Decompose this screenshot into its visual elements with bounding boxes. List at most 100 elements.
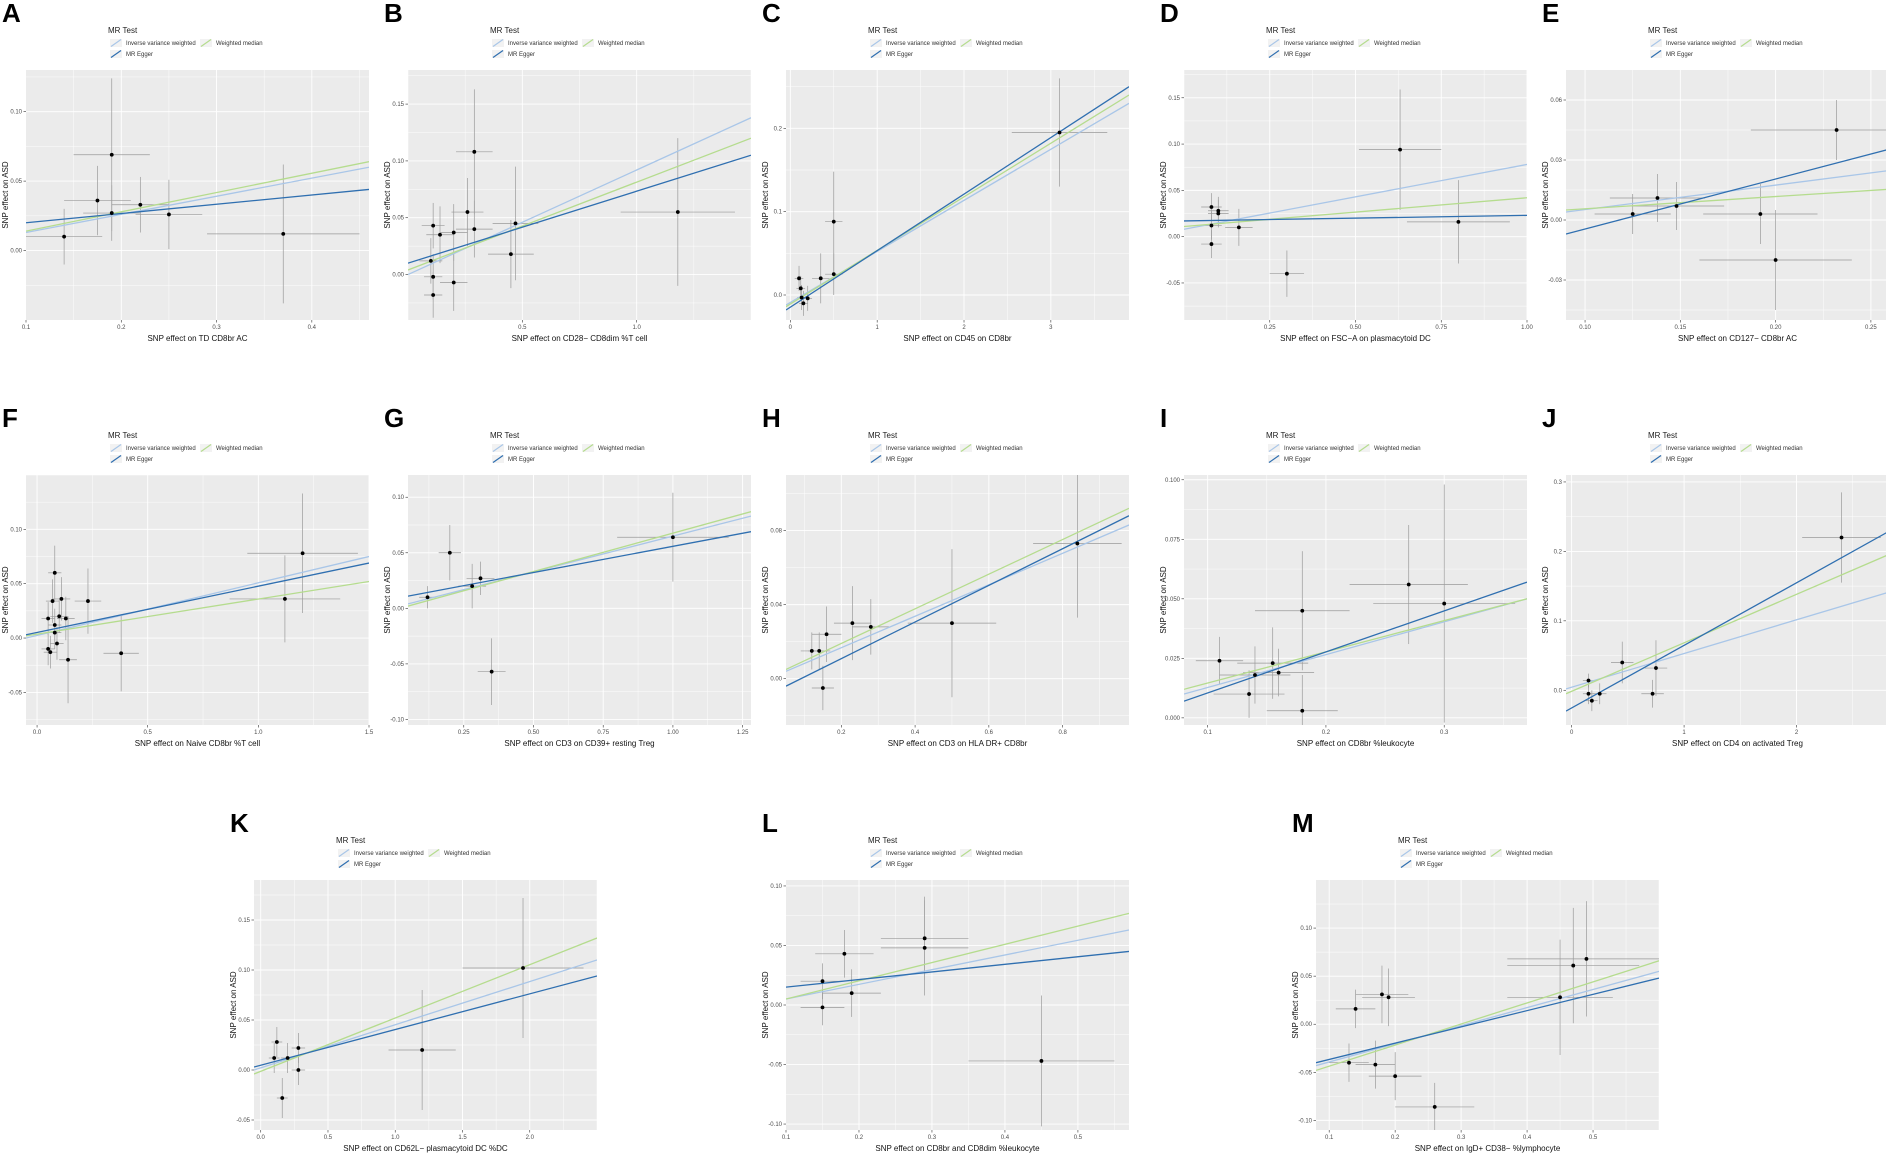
y-ticks: -0.05 0.00 0.05 0.10 0.15	[236, 918, 254, 1124]
y-ticks: -0.05 0.00 0.05 0.10 0.15	[1166, 96, 1184, 287]
legend-label: Weighted median	[1756, 41, 1803, 47]
line-inverse-variance-weighted	[26, 555, 369, 639]
x-tick-label: 0.50	[528, 730, 540, 736]
legend-key-line	[870, 39, 882, 47]
y-tick-label: 0.00	[1300, 1022, 1312, 1028]
data-point	[59, 597, 64, 601]
data-point	[801, 301, 806, 306]
data-point	[1406, 582, 1411, 587]
legend-item: Inverse variance weighted	[492, 39, 578, 47]
data-point	[63, 616, 68, 621]
data-point	[1209, 205, 1214, 209]
data-point	[820, 1005, 825, 1010]
line-mr-egger	[1184, 581, 1527, 702]
x-tick-label: 0.3	[928, 1135, 937, 1141]
data-point	[850, 621, 855, 626]
y-tick-label: -0.05	[1166, 281, 1180, 287]
data-point	[509, 252, 513, 256]
data-point	[1247, 692, 1251, 696]
y-ticks: 0.00 0.05 0.10 0.15	[392, 102, 408, 279]
legend-key-line	[1490, 849, 1502, 857]
panel-c: C MR Test Inverse variance weighted Weighte…	[760, 0, 1136, 350]
x-axis-title: SNP effect on CD8br and CD8dim %leukocyt…	[875, 1144, 1040, 1153]
line-mr-egger	[1316, 977, 1659, 1064]
legend-item: MR Egger	[492, 50, 535, 58]
data-point	[1393, 1074, 1398, 1079]
legend-label: Inverse variance weighted	[1416, 851, 1486, 857]
chart-svg-c: C MR Test Inverse variance weighted Weighte…	[761, 0, 1129, 343]
data-point	[1834, 128, 1839, 132]
data-point	[431, 293, 436, 297]
y-tick-label: 0.05	[392, 216, 404, 222]
legend-label: MR Egger	[1284, 52, 1311, 58]
panel-letter: F	[2, 405, 18, 433]
y-tick-label: 0.10	[1168, 142, 1180, 148]
legend-item: Inverse variance weighted	[1650, 39, 1736, 47]
y-axis-title: SNP effect on ASD	[383, 161, 392, 229]
panel-letter: E	[1542, 0, 1559, 28]
panel-letter: M	[1292, 810, 1314, 838]
x-tick-label: 1.00	[1521, 325, 1533, 331]
legend-key-line	[960, 444, 972, 452]
y-tick-label: 0.050	[1165, 597, 1181, 603]
x-axis-title: SNP effect on CD8br %leukocyte	[1297, 739, 1415, 748]
data-point	[285, 1056, 290, 1060]
x-tick-label: 1.0	[391, 1135, 400, 1141]
x-tick-label: 0.25	[1865, 325, 1877, 331]
data-points	[797, 130, 1062, 306]
panel-l: L MR Test Inverse variance weighted Weighte…	[760, 810, 1136, 1160]
data-point	[451, 230, 456, 235]
x-tick-label: 0.75	[1435, 325, 1447, 331]
y-axis-title: SNP effect on ASD	[1, 161, 10, 229]
legend-label: Weighted median	[1506, 851, 1553, 857]
legend-label: Inverse variance weighted	[1284, 446, 1354, 452]
legend-key-line	[492, 50, 504, 58]
data-point	[46, 616, 51, 621]
y-tick-label: 0.15	[238, 918, 250, 924]
grid	[786, 70, 1129, 320]
legend-key-line	[960, 39, 972, 47]
legend-key-line	[582, 444, 594, 452]
plot-background	[1566, 70, 1886, 320]
data-point	[1586, 691, 1591, 696]
data-point	[1398, 147, 1402, 152]
x-axis-title: SNP effect on CD28− CD8dim %T cell	[512, 334, 648, 343]
y-tick-label: 0.05	[1168, 188, 1180, 194]
plot-background	[1184, 475, 1527, 725]
y-tick-label: 0.00	[10, 636, 22, 642]
data-point	[1057, 130, 1062, 135]
x-tick-label: 0.3	[1440, 730, 1449, 736]
data-point	[296, 1046, 301, 1050]
legend-title: MR Test	[490, 431, 520, 440]
legend-label: Inverse variance weighted	[354, 851, 424, 857]
data-point	[1373, 1062, 1378, 1067]
panel-letter: J	[1542, 405, 1556, 433]
data-point	[1674, 204, 1679, 208]
panel-d: D MR Test Inverse variance weighted Weighte…	[1158, 0, 1534, 350]
panel-letter: G	[384, 405, 404, 433]
grid	[1316, 880, 1659, 1130]
y-tick-label: 0.00	[10, 249, 22, 255]
data-point	[478, 576, 483, 581]
line-inverse-variance-weighted	[786, 929, 1129, 1000]
y-tick-label: 0.05	[10, 179, 22, 185]
legend-key-line	[200, 39, 212, 47]
y-tick-label: 0.00	[770, 1003, 782, 1009]
chart-svg-f: F MR Test Inverse variance weighted Weighte…	[1, 405, 374, 748]
y-tick-label: 0.3	[1554, 480, 1563, 486]
legend-item: MR Egger	[338, 860, 381, 868]
legend-label: MR Egger	[508, 457, 535, 463]
legend-label: MR Egger	[886, 457, 913, 463]
x-tick-label: 1.5	[458, 1135, 467, 1141]
legend-label: Weighted median	[598, 446, 645, 452]
legend-item: Inverse variance weighted	[110, 444, 196, 452]
data-point	[842, 951, 847, 956]
chart-svg-d: D MR Test Inverse variance weighted Weighte…	[1159, 0, 1533, 343]
y-tick-label: -0.05	[390, 662, 404, 668]
data-point	[472, 149, 477, 154]
legend: MR Test Inverse variance weighted Weighted…	[108, 26, 263, 58]
x-tick-label: 0.5	[324, 1135, 333, 1141]
data-point	[62, 234, 67, 239]
panel-m: M MR Test Inverse variance weighted Weighte…	[1290, 810, 1666, 1160]
